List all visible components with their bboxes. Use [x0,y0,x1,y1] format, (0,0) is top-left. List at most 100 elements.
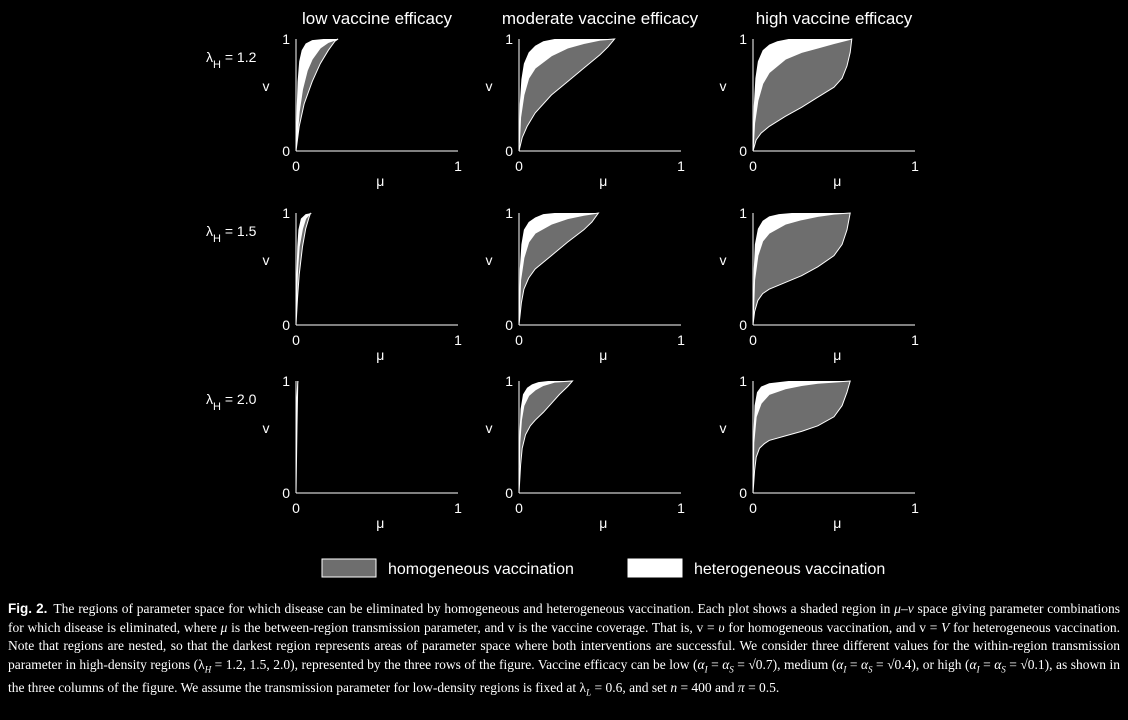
caption-label: Fig. 2. [8,601,48,616]
panel-2-1: 0 1 0 1 μ v [263,205,463,363]
caption-subscript: S [868,664,873,675]
caption-segment: μ [220,619,228,635]
x-axis-label-2-2: μ [599,347,607,363]
x-tick-label-0-2-1: 0 [292,332,300,348]
x-tick-label-0-1-1: 0 [292,158,300,174]
x-axis-label-3-3: μ [833,515,841,531]
x-tick-label-1-1-3: 1 [911,158,919,174]
x-tick-label-1-2-3: 1 [911,332,919,348]
homogeneous-region-1-2 [518,38,616,152]
x-tick-label-0-1-2: 0 [515,158,523,174]
caption-segment: = 0.5. [744,680,780,696]
y-tick-label-0-3-3: 0 [739,485,747,501]
panel-3-3: 0 1 0 1 μ v [720,373,920,531]
x-tick-label-0-2-2: 0 [515,332,523,348]
caption-subscript: H [204,664,212,675]
panel-2-2: 0 1 0 1 μ v [486,205,686,363]
figure-caption: Fig. 2. The regions of parameter space fo… [8,600,1120,702]
x-tick-label-1-2-1: 1 [454,332,462,348]
caption-segment: = √0.1), as shown in the three columns o… [8,656,1120,696]
homogeneous-region-3-2 [518,380,574,494]
panel-grid: 0 1 0 1 μ v 0 1 0 1 μ v 0 1 0 1 μ v 0 1 0 1 μ v 0 1 0 1 μ v 0 1 0 1 μ v 0 1 0 1… [263,31,920,531]
panel-1-1: 0 1 0 1 μ v [263,31,463,189]
y-tick-label-1-1-1: 1 [282,31,290,47]
panel-3-2: 0 1 0 1 μ v [486,373,686,531]
legend-swatch-1 [321,558,377,578]
y-tick-label-0-3-1: 0 [282,485,290,501]
caption-subscript: I [976,664,980,675]
column-title-2: moderate vaccine efficacy [502,9,699,28]
caption-segment: αI [969,656,980,675]
caption-segment: υ [718,619,725,635]
x-tick-label-1-3-1: 1 [454,500,462,516]
caption-subscript: S [1001,664,1006,675]
x-tick-label-1-2-2: 1 [677,332,685,348]
caption-segment: = 0.6, and set [591,680,671,696]
panel-2-3: 0 1 0 1 μ v [720,205,920,363]
caption-body: The regions of parameter space for which… [8,601,1120,698]
caption-segment: = √0.7), medium ( [733,656,837,672]
x-tick-label-0-1-3: 0 [749,158,757,174]
caption-segment: π [737,680,745,696]
y-axis-label-1-1: v [263,78,270,94]
x-tick-label-0-3-1: 0 [292,500,300,516]
caption-subscript: I [843,664,847,675]
x-axis-label-2-1: μ [376,347,384,363]
x-tick-label-0-2-3: 0 [749,332,757,348]
panel-1-3: 0 1 0 1 μ v [720,31,920,189]
y-tick-label-1-3-2: 1 [505,373,513,389]
y-tick-label-1-2-2: 1 [505,205,513,221]
homogeneous-region-2-1 [295,212,312,326]
caption-segment: μ–v [894,601,914,616]
y-tick-label-0-2-2: 0 [505,317,513,333]
legend-swatch-2 [627,558,683,578]
x-axis-label-2-3: μ [833,347,841,363]
y-tick-label-0-1-1: 0 [282,143,290,159]
caption-segment: αI [697,656,708,675]
caption-segment: = 400 and [677,680,738,696]
y-tick-label-1-3-1: 1 [282,373,290,389]
column-titles: low vaccine efficacy moderate vaccine eff… [302,9,913,28]
x-tick-label-1-3-3: 1 [911,500,919,516]
y-tick-label-0-2-3: 0 [739,317,747,333]
x-axis-label-1-1: μ [376,173,384,189]
caption-segment: is the between-region transmission param… [227,619,719,635]
y-axis-label-1-2: v [486,78,493,94]
y-tick-label-1-2-3: 1 [739,205,747,221]
x-tick-label-1-1-1: 1 [454,158,462,174]
x-tick-label-0-3-2: 0 [515,500,523,516]
panel-3-1: 0 1 0 1 μ v [263,373,463,531]
caption-segment: λL [579,680,592,698]
caption-subscript: I [704,664,708,675]
caption-segment: αS [994,656,1006,675]
legend-label-2: heterogeneous vaccination [694,561,885,578]
column-title-3: high vaccine efficacy [756,9,913,28]
y-axis-label-3-2: v [486,420,493,436]
x-tick-label-1-3-2: 1 [677,500,685,516]
caption-segment: = √0.4), or high ( [872,656,970,672]
panel-1-2: 0 1 0 1 μ v [486,31,686,189]
y-tick-label-1-1-3: 1 [739,31,747,47]
y-axis-label-2-2: v [486,252,493,268]
y-tick-label-0-2-1: 0 [282,317,290,333]
x-axis-label-3-1: μ [376,515,384,531]
x-axis-label-3-2: μ [599,515,607,531]
caption-segment: = 1.2, 1.5, 2.0), represented by the thr… [211,656,698,672]
homogeneous-region-2-3 [752,212,851,326]
x-tick-label-1-1-2: 1 [677,158,685,174]
caption-segment: space giving parameter combinations for … [8,601,1120,635]
y-tick-label-1-3-3: 1 [739,373,747,389]
legend-label-1: homogeneous vaccination [388,561,574,578]
y-tick-label-1-2-1: 1 [282,205,290,221]
y-axis-label-3-1: v [263,420,270,436]
caption-subscript: L [586,687,592,698]
y-tick-label-0-3-2: 0 [505,485,513,501]
y-axis-label-2-1: v [263,252,270,268]
homogeneous-region-3-3 [752,380,851,494]
caption-segment: for heterogeneous vaccination. Note that… [8,619,1120,672]
y-axis-label-1-3: v [720,78,727,94]
y-tick-label-0-1-2: 0 [505,143,513,159]
row-label-3: λH = 2.0 [206,391,257,413]
caption-segment: The regions of parameter space for which… [53,601,895,616]
caption-segment: n [670,680,678,696]
